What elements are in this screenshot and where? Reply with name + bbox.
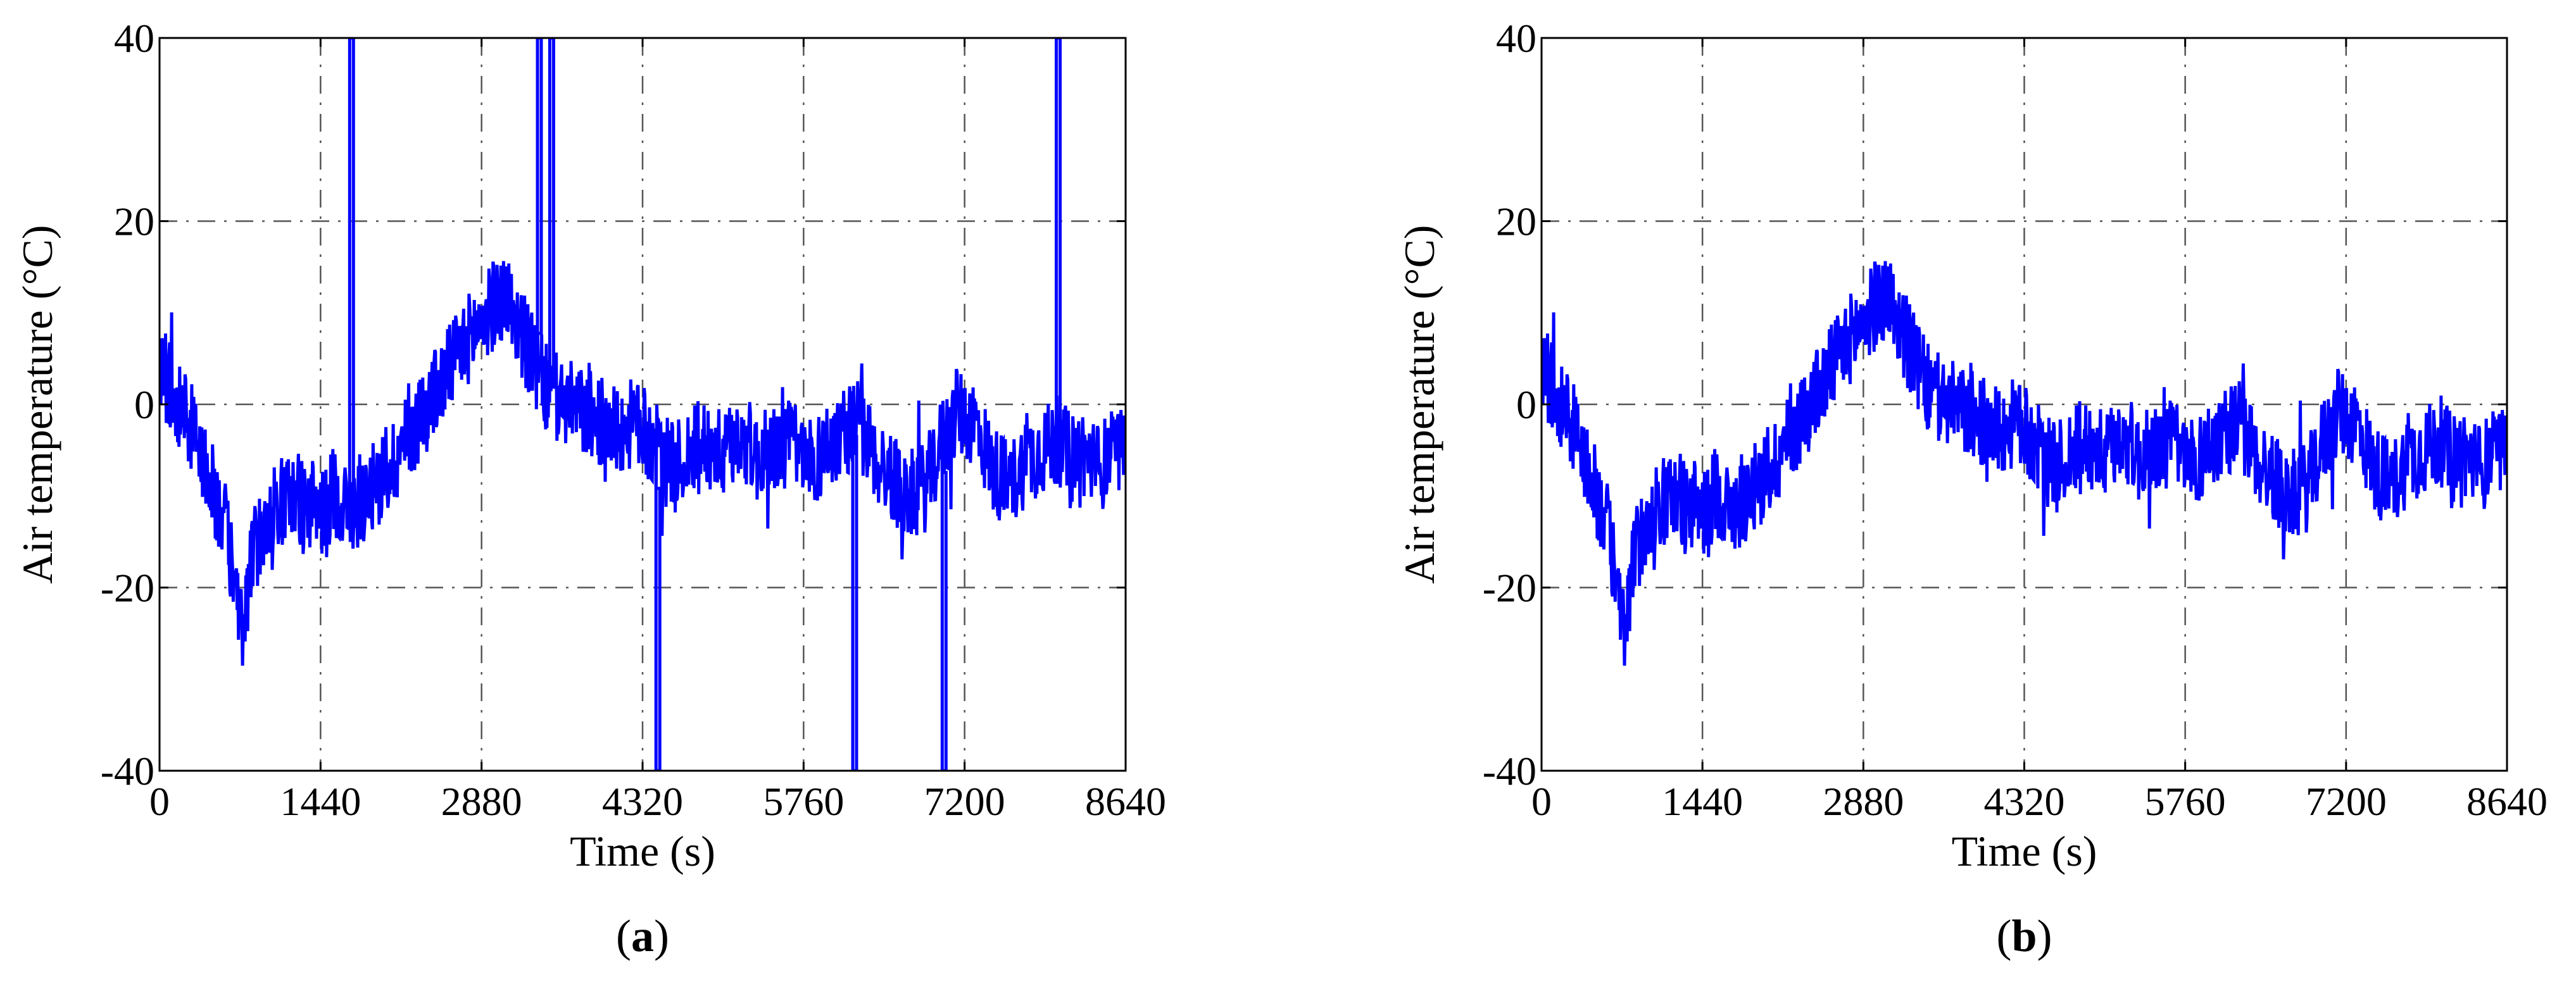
x-tick-label: 2880 [1823, 779, 1904, 824]
panel-letter: b [2011, 911, 2037, 961]
y-tick-label: 20 [1496, 199, 1536, 244]
x-axis-label: Time (s) [570, 827, 715, 875]
y-tick-label: 40 [1496, 16, 1536, 61]
panel-label: (b) [1996, 911, 2052, 961]
x-tick-label: 1440 [1662, 779, 1743, 824]
y-axis-label: Air temperature (°C) [13, 225, 61, 583]
x-tick-label: 0 [149, 779, 170, 824]
x-axis-label: Time (s) [1952, 827, 2097, 875]
x-tick-label: 7200 [2306, 779, 2387, 824]
chart-panel-b: 0 1440 2880 4320 5760 7200 8640 -40 -20 0 20 40 Time… [1395, 16, 2548, 961]
series-line [1542, 261, 2507, 666]
y-tick-label: 0 [134, 382, 154, 427]
x-tick-label: 1440 [280, 779, 361, 824]
series-line [160, 38, 1126, 771]
x-tick-label: 0 [1531, 779, 1552, 824]
x-tick-label: 5760 [2145, 779, 2226, 824]
y-tick-label: 40 [114, 16, 154, 61]
y-tick-label: -40 [101, 749, 154, 794]
x-tick-label: 8640 [1085, 779, 1166, 824]
x-tick-label: 5760 [763, 779, 844, 824]
y-axis-label: Air temperature (°C) [1395, 225, 1443, 583]
x-tick-label: 2880 [441, 779, 522, 824]
y-tick-label: -20 [1483, 566, 1536, 611]
panel-letter: a [631, 911, 654, 961]
x-tick-label: 4320 [602, 779, 683, 824]
panel-label: (a) [616, 911, 669, 961]
y-tick-label: 0 [1516, 382, 1536, 427]
x-tick-label: 4320 [1984, 779, 2065, 824]
y-tick-label: -40 [1483, 749, 1536, 794]
y-tick-label: -20 [101, 566, 154, 611]
y-tick-label: 20 [114, 199, 154, 244]
x-tick-label: 7200 [924, 779, 1005, 824]
x-tick-label: 8640 [2466, 779, 2548, 824]
chart-panel-a: 0 1440 2880 4320 5760 7200 8640 -40 -20 0 20 40 Time… [13, 16, 1166, 961]
